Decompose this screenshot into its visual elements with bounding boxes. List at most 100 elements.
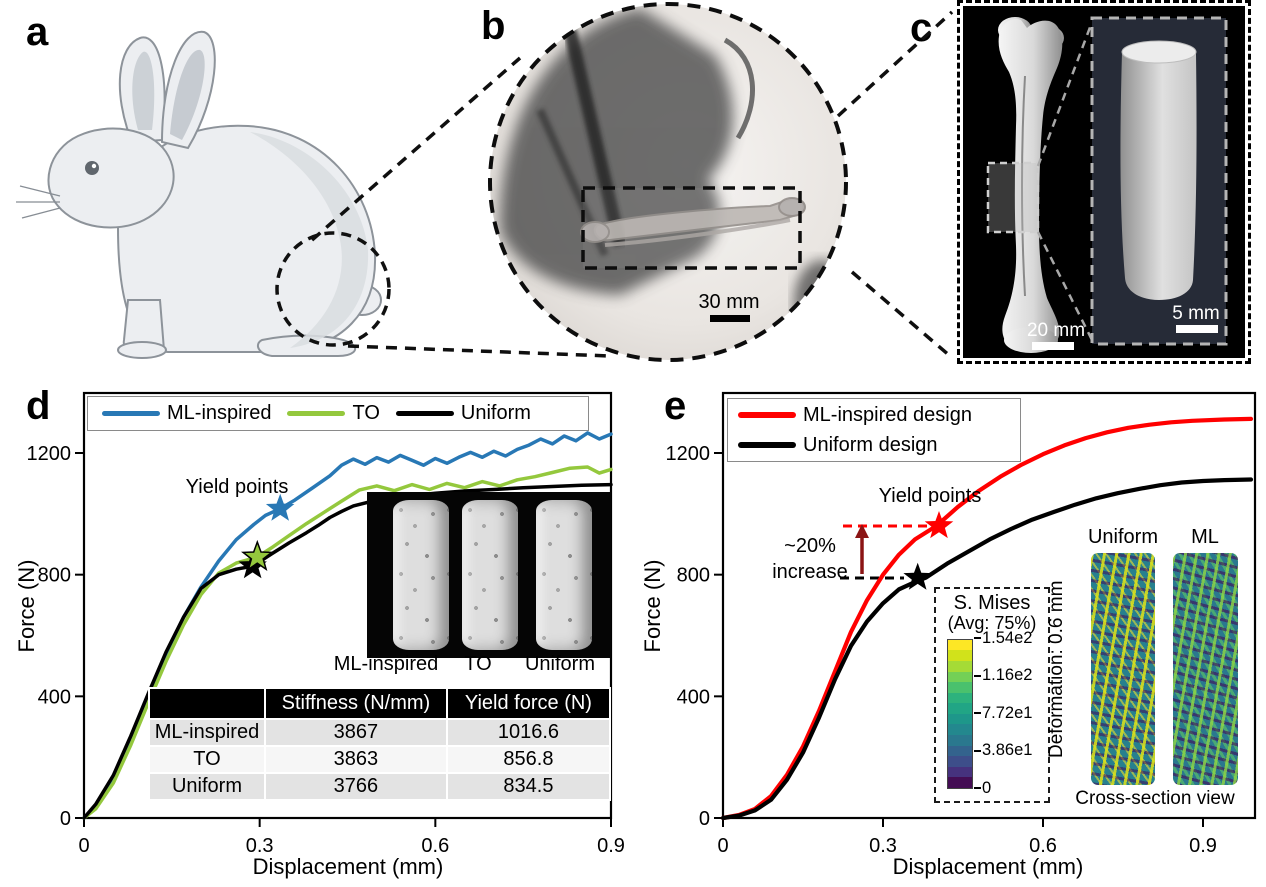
y-tick-label: 400 <box>677 686 710 708</box>
colorbar-segment <box>948 682 972 693</box>
rabbit-eye-highlight <box>91 163 97 169</box>
tibia-roi-rect <box>986 161 1040 234</box>
legend-label: ML-inspired <box>167 402 272 424</box>
y-tick-label: 0 <box>60 808 71 830</box>
y-tick-label: 1200 <box>666 443 711 465</box>
x-tick-label: 0.9 <box>597 835 625 857</box>
chart-e-xlabel: Displacement (mm) <box>892 854 1084 879</box>
bone-segment-cylinder-top <box>1121 40 1197 64</box>
colorbar-value: 1.54e2 <box>982 628 1033 647</box>
mises-title: S. Mises <box>953 592 1031 614</box>
y-tick-label: 800 <box>677 565 710 587</box>
legend-swatch <box>738 442 796 448</box>
chart-d-yield-points-label: Yield points <box>185 476 289 498</box>
colorbar-segment <box>948 639 972 651</box>
colorbar-tick-label: 1.16e2 <box>974 666 1032 685</box>
xray-roi-rect <box>581 186 802 270</box>
panel-c-frame <box>957 0 1251 364</box>
table-cell: 834.5 <box>447 774 609 799</box>
colorbar-segment <box>948 650 972 661</box>
scaffold-to-photo <box>462 500 518 650</box>
scaffold-label-uniform: Uniform <box>1087 526 1158 548</box>
y-tick-label: 400 <box>38 686 71 708</box>
legend-label: TO <box>352 402 380 424</box>
legend-label: Uniform design <box>803 433 938 456</box>
colorbar-segment <box>948 756 972 767</box>
colorbar-segment <box>948 766 972 778</box>
colorbar-value: 1.16e2 <box>982 666 1033 685</box>
colorbar-value: 3.86e1 <box>982 741 1033 760</box>
chart-e: 0 0.3 0.6 0.9 0 400 800 1200 <box>666 391 1257 857</box>
roi-connector-bottom <box>1036 231 1094 341</box>
scaffold-ml-inspired-photo <box>393 500 449 650</box>
table-header-cell: Yield force (N) <box>447 689 609 718</box>
mises-colorbar-labels: 1.54e2 1.16e2 7.72e1 3.86e1 0 <box>974 629 1044 797</box>
table-cell: 1016.6 <box>447 720 609 745</box>
colorbar-segment <box>948 724 972 735</box>
inset-label-ml-inspired: ML-inspired <box>333 653 439 675</box>
yield-star-ML-inspired design <box>924 511 954 539</box>
scaffold-label-ml: ML <box>1191 526 1219 548</box>
xray-tibia-bone <box>580 197 806 247</box>
legend-swatch <box>738 412 796 418</box>
colorbar-value: 0 <box>982 778 992 797</box>
panel-b-scalebar <box>710 315 750 322</box>
chart-d-xlabel: Displacement (mm) <box>252 854 444 879</box>
panel-b-letter: b <box>481 4 506 48</box>
colorbar-tick-label: 3.86e1 <box>974 741 1032 760</box>
panel-c-image <box>963 6 1245 358</box>
xray-wire <box>723 37 755 140</box>
table-row: TO 3863 856.8 <box>150 747 609 772</box>
legend-item-TO: TO <box>287 402 380 425</box>
fea-scaffold-uniform <box>1091 553 1155 785</box>
x-tick-label: 0.3 <box>246 835 274 857</box>
colorbar-tick <box>974 674 981 677</box>
x-tick-label: 0.6 <box>1029 835 1057 857</box>
table-cell: 3863 <box>265 747 446 772</box>
chart-e-ylabel: Force (N) <box>640 559 665 653</box>
panel-c-scalebar-label: 20 mm <box>1026 320 1086 341</box>
colorbar-tick-label: 7.72e1 <box>974 704 1032 723</box>
rabbit-eye <box>85 161 99 175</box>
table-row: Uniform 3766 834.5 <box>150 774 609 799</box>
colorbar-tick <box>974 712 981 715</box>
deformation-label: Deformation: 0.6 mm <box>1046 580 1067 758</box>
table-cell: 856.8 <box>447 747 609 772</box>
colorbar-segment <box>948 745 972 757</box>
yield-star-ML-inspired <box>265 493 295 521</box>
increase-percent-label: ~20% <box>784 535 836 557</box>
roi-connector-top <box>1036 21 1094 167</box>
series-Uniform design <box>720 477 1254 821</box>
table-header-cell <box>150 689 264 718</box>
inset-label-uniform: Uniform <box>524 653 595 675</box>
fea-scaffold-ml <box>1173 553 1238 785</box>
colorbar-segment <box>948 703 972 714</box>
plot-frame <box>82 391 613 820</box>
legend-label: ML-inspired design <box>803 403 972 426</box>
series-ML-inspired design <box>720 416 1254 821</box>
x-tick-label: 0.6 <box>421 835 449 857</box>
chart-d-results-table-wrap: Stiffness (N/mm) Yield force (N) ML-inspir… <box>148 687 611 801</box>
mises-subtitle: (Avg: 75%) <box>947 613 1037 633</box>
plot-frame <box>721 391 1257 820</box>
panel-c-inset-scalebar <box>1176 325 1218 333</box>
colorbar-tick <box>974 787 981 790</box>
panel-a-letter: a <box>26 10 49 54</box>
tibia-ridge-line <box>1021 75 1026 297</box>
panel-e-letter: e <box>664 384 687 428</box>
panel-d-letter: d <box>26 384 51 428</box>
bone-segment-cylinder <box>1120 52 1197 300</box>
panel-c-inset-scalebar-label: 5 mm <box>1172 303 1220 324</box>
colorbar-segment <box>948 713 972 725</box>
chart-d-scaffold-inset <box>367 492 611 658</box>
legend-label: Uniform <box>460 402 531 424</box>
y-tick-label: 0 <box>699 808 710 830</box>
table-cell: Uniform <box>150 774 264 799</box>
rabbit-illustration <box>16 30 391 359</box>
legend-item-Uniform: Uniform <box>395 402 531 425</box>
chart-d: 0 0.3 0.6 0.9 0 400 800 1200 <box>27 391 625 857</box>
bone-scan-graphic <box>986 16 1228 353</box>
colorbar-tick <box>974 637 981 640</box>
y-tick-label: 1200 <box>27 443 72 465</box>
